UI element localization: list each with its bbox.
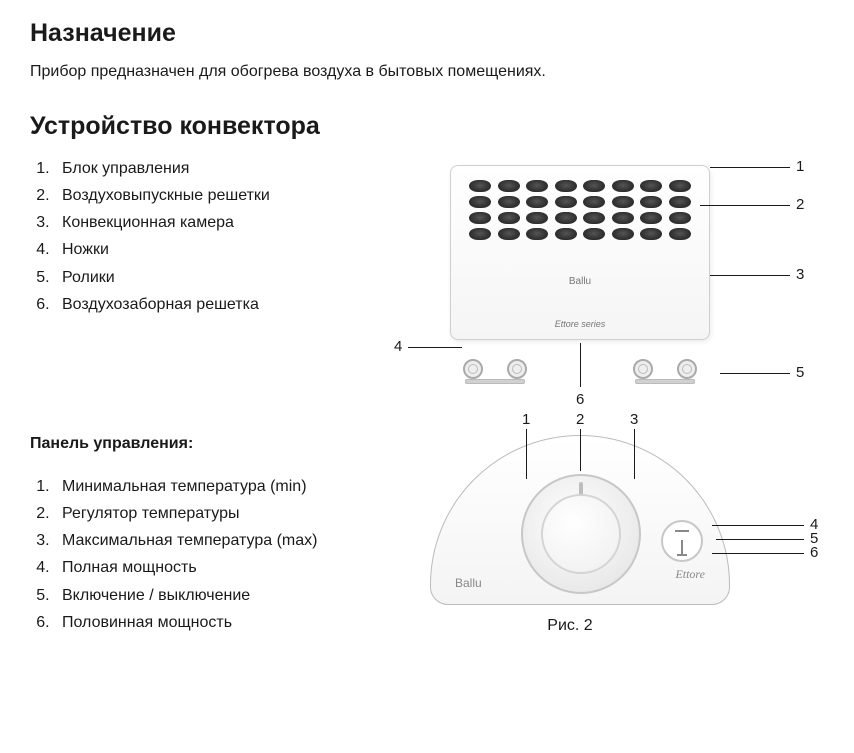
list-item: Минимальная температура (min) [54,473,420,500]
callout-label: 6 [576,391,584,408]
device-legend-col: Блок управления Воздуховыпускные решетки… [30,155,420,318]
callout-label: 2 [796,196,804,213]
device-brand-bottom: Ettore series [555,319,606,329]
device-heading: Устройство конвектора [30,111,824,141]
panel-row: Панель управления: Минимальная температу… [30,435,824,665]
panel-figure: Ballu Ettore 1 2 3 4 5 6 Рис. 2 [420,435,824,665]
panel-legend-col: Панель управления: Минимальная температу… [30,435,420,636]
panel-legend-list: Минимальная температура (min) Регулятор … [30,473,420,636]
list-item: Воздухозаборная решетка [54,291,420,318]
purpose-heading: Назначение [30,18,824,48]
list-item: Максимальная температура (max) [54,527,420,554]
list-item: Включение / выключение [54,582,420,609]
callout-label: 1 [522,411,530,428]
panel-brand-right: Ettore [675,567,705,582]
list-item: Воздуховыпускные решетки [54,182,420,209]
purpose-text: Прибор предназначен для обогрева воздуха… [30,62,824,83]
list-item: Конвекционная камера [54,209,420,236]
panel-brand-left: Ballu [455,576,482,590]
callout-label: 3 [630,411,638,428]
callout-label: 5 [796,364,804,381]
figure-caption: Рис. 2 [420,617,720,635]
callout-label: 2 [576,411,584,428]
device-legend-list: Блок управления Воздуховыпускные решетки… [30,155,420,318]
list-item: Полная мощность [54,554,420,581]
list-item: Ролики [54,264,420,291]
list-item: Половинная мощность [54,609,420,636]
device-row: Блок управления Воздуховыпускные решетки… [30,155,824,415]
air-grille [469,180,691,244]
list-item: Блок управления [54,155,420,182]
power-switch [661,520,703,562]
device-figure: Ballu Ettore series 1 [420,155,824,415]
device-brand-top: Ballu [569,276,591,287]
temperature-dial [521,474,641,594]
callout-label: 6 [810,544,818,561]
list-item: Ножки [54,236,420,263]
list-item: Регулятор температуры [54,500,420,527]
callout-label: 1 [796,158,804,175]
document-page: Назначение Прибор предназначен для обогр… [0,0,854,753]
callout-label: 4 [394,338,402,355]
panel-heading: Панель управления: [30,435,420,453]
callout-label: 3 [796,266,804,283]
convector-body: Ballu Ettore series [450,165,710,340]
